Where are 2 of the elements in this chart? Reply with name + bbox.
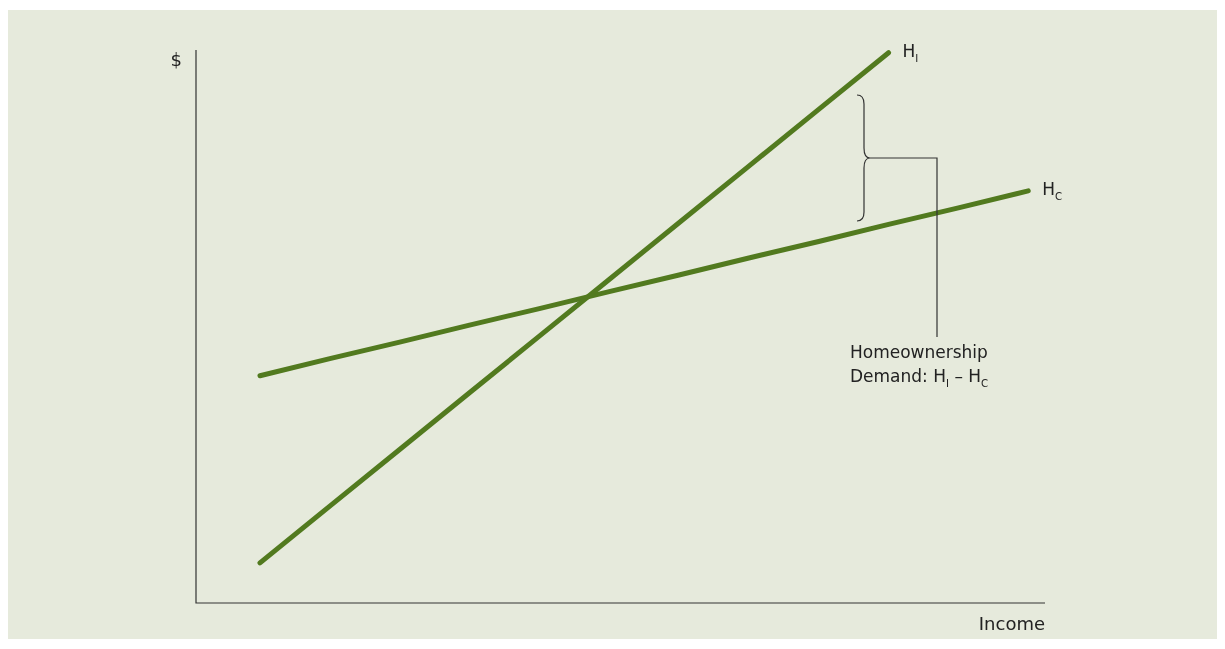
y-axis-title: $ (170, 49, 182, 70)
x-axis-title: Income (978, 613, 1045, 634)
